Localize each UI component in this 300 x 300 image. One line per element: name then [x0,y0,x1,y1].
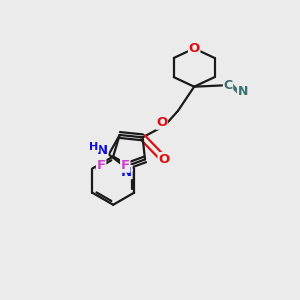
Text: H: H [89,142,99,152]
Text: O: O [188,42,200,55]
Text: F: F [97,159,106,172]
Text: C: C [224,79,232,92]
Text: O: O [158,153,169,166]
Text: N: N [121,166,132,178]
Text: N: N [238,85,248,98]
Text: O: O [156,116,167,129]
Text: N: N [97,144,108,158]
Text: F: F [121,159,130,172]
